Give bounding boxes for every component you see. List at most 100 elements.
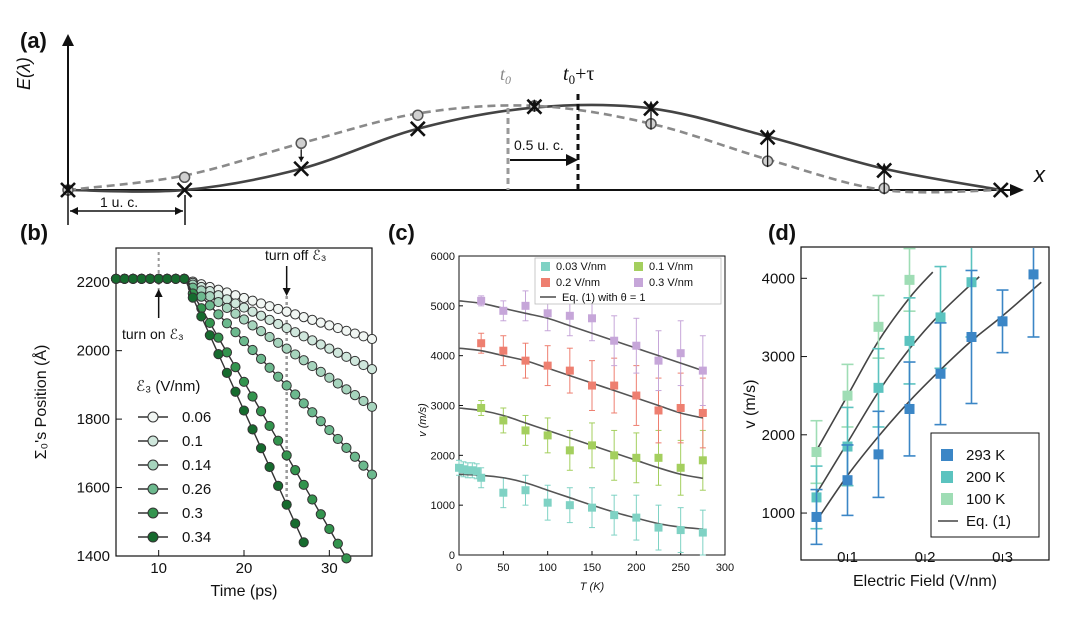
- panel-d-legend-fit-label: Eq. (1): [966, 513, 1011, 530]
- panel-b-point-0.1: [307, 335, 318, 346]
- panel-c-point: [654, 453, 663, 462]
- panel-b-point-0.34: [162, 273, 173, 284]
- panel-c-point: [588, 441, 596, 450]
- panel-b-point-0.26: [264, 362, 275, 373]
- panel-b-point-0.06: [247, 295, 258, 306]
- panel-b-x-tick-label: 20: [236, 560, 253, 577]
- panel-b-x-tick-label: 10: [150, 560, 167, 577]
- panel-b-point-0.1: [324, 343, 335, 354]
- panel-b-point-0.1: [358, 359, 369, 371]
- panel-c-point: [698, 456, 707, 465]
- panel-b-y-tick-label: 1400: [77, 548, 110, 565]
- panel-b-point-0.3: [221, 347, 233, 358]
- panel-b-y-tick-label: 2000: [77, 343, 110, 360]
- panel-c-point: [610, 451, 619, 460]
- panel-a-cross-marker: [409, 120, 426, 137]
- panel-a-cross-marker: [992, 182, 1009, 198]
- panel-b-point-0.06: [315, 317, 326, 328]
- panel-d-point: [1028, 269, 1039, 280]
- panel-d-legend-label: 293 K: [966, 447, 1005, 464]
- panel-b-point-0.1: [298, 331, 309, 342]
- panel-a-y-arrowhead: [62, 34, 74, 46]
- panel-c-point: [676, 526, 685, 535]
- panel-b-point-0.06: [255, 298, 267, 309]
- panel-b-point-0.06: [332, 322, 343, 334]
- panel-c-ylabel: v (m/s): [417, 403, 429, 437]
- panel-b-point-0.14: [366, 401, 378, 412]
- panel-b-point-0.26: [366, 469, 378, 480]
- panel-b-point-0.3: [273, 435, 284, 446]
- panel-a-shift-arrowhead: [881, 163, 888, 169]
- panel-c-point: [610, 381, 619, 390]
- panel-b-point-0.1: [366, 364, 378, 375]
- panel-c-x-tick-label: 200: [627, 562, 645, 574]
- panel-c-legend-label: 0.03 V/nm: [556, 261, 606, 273]
- panel-b-point-0.06: [298, 312, 309, 323]
- panel-b-point-0.06: [264, 301, 275, 312]
- panel-b-point-0.06: [358, 331, 369, 342]
- panel-b-point-0.06: [366, 333, 378, 345]
- panel-c-fit-line: [458, 407, 703, 480]
- panel-b-point-0.34: [136, 273, 147, 284]
- panel-b-point-0.14: [307, 360, 318, 372]
- panel-b-point-0.06: [290, 309, 301, 320]
- panel-b-point-0.26: [332, 433, 343, 445]
- panel-b-ylabel: Σ₀'s Position (Å): [31, 345, 50, 460]
- panel-d-point: [935, 312, 946, 323]
- shift-arrowhead: [566, 154, 578, 166]
- panel-d-point: [904, 335, 915, 346]
- panel-c-point: [472, 467, 481, 476]
- panel-a-shift-arrowhead: [65, 183, 71, 188]
- panel-c: 0 50 100 150 200 250 3000100020003000400050006…: [417, 251, 734, 593]
- panel-d-point: [873, 382, 884, 393]
- panel-b-point-0.26: [238, 335, 250, 347]
- panel-label-a: (a): [20, 28, 47, 53]
- panel-c-fit-line: [458, 300, 704, 372]
- panel-c-point: [676, 349, 685, 358]
- panel-c-point: [521, 426, 530, 435]
- panel-b-point-0.26: [247, 344, 258, 356]
- panel-d-y-tick-label: 3000: [762, 349, 795, 366]
- panel-c-y-tick-label: 0: [449, 550, 455, 562]
- panel-c-point: [499, 306, 508, 315]
- unit-cell-label: 1 u. c.: [100, 194, 138, 210]
- panel-b-point-0.3: [281, 450, 292, 461]
- panel-b-point-0.26: [324, 424, 335, 436]
- panel-c-fit-line: [458, 473, 703, 530]
- panel-b-point-0.06: [349, 328, 361, 339]
- panel-d-point: [873, 449, 884, 460]
- panel-c-point: [654, 523, 663, 532]
- panel-b-point-0.3: [298, 479, 309, 490]
- panel-b-point-0.1: [255, 310, 267, 321]
- panel-b-point-0.3: [307, 494, 318, 505]
- panel-b-point-0.14: [358, 395, 369, 407]
- panel-b-point-0.26: [349, 451, 361, 462]
- panel-b-legend-label: 0.06: [182, 409, 211, 426]
- panel-b-point-0.14: [230, 308, 241, 319]
- panel-c-legend-label: 0.3 V/nm: [649, 277, 693, 289]
- panel-c-point: [477, 296, 486, 305]
- panel-d-legend-marker: [941, 449, 953, 461]
- panel-c-point: [610, 511, 619, 520]
- panel-b-point-0.34: [153, 273, 164, 284]
- panel-c-point: [477, 339, 486, 348]
- panel-b-point-0.3: [324, 523, 335, 535]
- panel-a-ylabel: E(λ): [14, 57, 34, 90]
- t0tau-label: t0+τ: [563, 63, 594, 87]
- panel-b-legend-label: 0.14: [182, 457, 211, 474]
- panel-b-point-0.34: [247, 424, 258, 435]
- panel-b-legend-marker: [147, 483, 159, 495]
- panel-c-legend-marker: [634, 278, 643, 287]
- panel-c-point: [521, 301, 530, 310]
- t0-label: t0: [500, 64, 511, 87]
- panel-b-point-0.14: [298, 355, 309, 366]
- shift-label: 0.5 u. c.: [514, 137, 564, 153]
- panel-d-point: [997, 316, 1008, 327]
- panel-c-point: [632, 391, 641, 400]
- panel-c-point: [543, 309, 552, 318]
- panel-b-xlabel: Time (ps): [211, 583, 278, 600]
- panel-c-y-tick-label: 4000: [431, 351, 455, 363]
- panel-c-point: [459, 465, 468, 474]
- panel-b-point-0.34: [298, 537, 309, 548]
